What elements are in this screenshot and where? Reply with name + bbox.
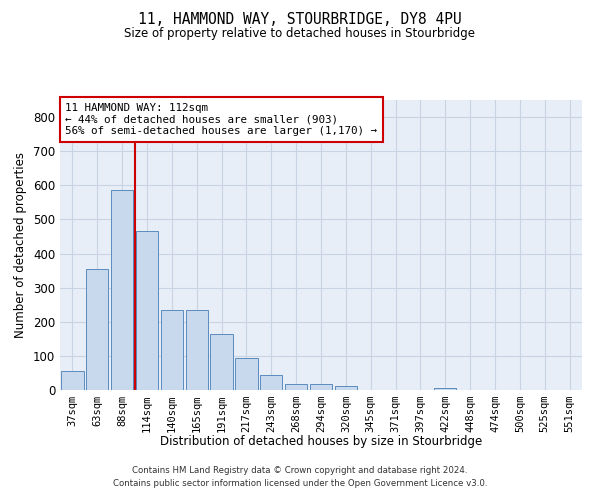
Bar [434,388,457,390]
Bar [211,334,233,390]
Text: Size of property relative to detached houses in Stourbridge: Size of property relative to detached ho… [125,28,476,40]
Bar [61,371,83,390]
Bar [310,384,332,390]
Bar [235,358,257,390]
Bar [285,384,307,390]
Text: Distribution of detached houses by size in Stourbridge: Distribution of detached houses by size … [160,435,482,448]
Text: Contains HM Land Registry data © Crown copyright and database right 2024.
Contai: Contains HM Land Registry data © Crown c… [113,466,487,487]
Bar [335,386,357,390]
Text: 11, HAMMOND WAY, STOURBRIDGE, DY8 4PU: 11, HAMMOND WAY, STOURBRIDGE, DY8 4PU [138,12,462,28]
Bar [136,232,158,390]
Text: 11 HAMMOND WAY: 112sqm
← 44% of detached houses are smaller (903)
56% of semi-de: 11 HAMMOND WAY: 112sqm ← 44% of detached… [65,103,377,136]
Y-axis label: Number of detached properties: Number of detached properties [14,152,28,338]
Bar [185,310,208,390]
Bar [86,269,109,390]
Bar [161,310,183,390]
Bar [111,190,133,390]
Bar [260,376,283,390]
